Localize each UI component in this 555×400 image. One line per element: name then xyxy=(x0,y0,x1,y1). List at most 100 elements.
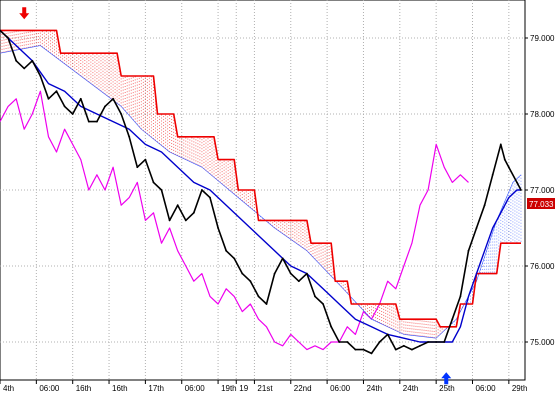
x-tick-label: 22nd xyxy=(294,384,312,393)
price-point xyxy=(322,303,324,305)
price-point xyxy=(338,341,341,343)
y-axis: 79.000 78.000 77.000 76.000 75.000 xyxy=(525,34,555,347)
chikou-line xyxy=(0,90,469,351)
price-point xyxy=(55,90,58,93)
series-layer xyxy=(0,29,522,355)
price-point xyxy=(402,344,405,347)
current-price-text: 77.033 xyxy=(529,200,554,209)
price-point xyxy=(176,204,179,207)
x-tick-label: 06:00 xyxy=(185,384,206,393)
price-point xyxy=(459,295,462,298)
price-point xyxy=(144,158,147,161)
price-point xyxy=(160,189,163,191)
x-tick-label: 06:00 xyxy=(330,384,351,393)
price-point xyxy=(378,341,381,343)
price-point xyxy=(233,257,236,260)
x-tick-label: 17th xyxy=(148,384,164,393)
price-point xyxy=(370,352,373,355)
price-point xyxy=(451,318,454,321)
price-point xyxy=(209,196,211,199)
price-point xyxy=(394,348,397,351)
price-point xyxy=(507,166,510,169)
price-point xyxy=(241,272,244,275)
price-point xyxy=(71,113,74,115)
current-price-label: 77.033 xyxy=(527,198,555,209)
ichimoku-cloud xyxy=(0,30,522,339)
x-tick-label: 29th xyxy=(512,384,528,393)
price-point xyxy=(520,189,522,191)
y-tick-label: 76.000 xyxy=(530,262,555,271)
price-point xyxy=(289,272,292,275)
price-point xyxy=(217,227,219,229)
price-point xyxy=(152,181,155,184)
price-point xyxy=(87,120,90,123)
sell-arrow-icon xyxy=(19,7,30,20)
price-point xyxy=(47,97,50,100)
price-point xyxy=(386,333,389,336)
price-point xyxy=(257,295,260,298)
price-point xyxy=(516,181,518,184)
x-tick-label: 4th xyxy=(3,384,14,393)
price-point xyxy=(475,227,478,229)
buy-arrow-icon xyxy=(441,372,452,385)
senkou_a-line xyxy=(0,45,522,339)
price-point xyxy=(297,280,300,283)
price-point xyxy=(0,29,1,32)
price-point xyxy=(491,173,494,176)
price-point xyxy=(39,75,42,77)
x-tick-label: 16th xyxy=(112,384,128,393)
senkou_b-line xyxy=(0,29,521,328)
price-point xyxy=(23,67,26,70)
x-tick-label: 19th xyxy=(221,384,237,393)
price-point xyxy=(31,59,34,62)
price-point xyxy=(314,295,316,298)
price-point xyxy=(281,257,284,260)
price-point xyxy=(443,341,446,343)
price-point xyxy=(63,105,66,108)
x-axis: 4th 06:00 16th 16th 17th 06:00 19th 19 21st 22nd 0… xyxy=(0,380,527,393)
price-point xyxy=(354,348,357,351)
x-tick-label: 21st xyxy=(257,384,273,393)
price-point xyxy=(136,166,139,169)
price-point xyxy=(503,158,506,161)
price-point xyxy=(184,219,187,222)
x-tick-label: 24th xyxy=(366,384,382,393)
price-point xyxy=(346,341,349,343)
price-point xyxy=(306,272,308,275)
price-point xyxy=(112,97,114,100)
price-point xyxy=(168,219,171,222)
price-point xyxy=(273,272,276,275)
y-tick-label: 79.000 xyxy=(530,34,555,43)
price-point xyxy=(79,97,82,100)
price-point xyxy=(499,143,502,146)
current-price-box xyxy=(527,198,555,209)
x-tick-label: 24th xyxy=(403,384,419,393)
price-point xyxy=(330,325,333,328)
price-point xyxy=(192,211,195,214)
price-point xyxy=(435,341,438,343)
price-point xyxy=(362,348,365,351)
price-point xyxy=(249,280,252,283)
price-point xyxy=(128,135,131,138)
price-point xyxy=(225,249,228,252)
y-tick-label: 78.000 xyxy=(530,110,555,119)
price-point xyxy=(427,341,429,343)
y-tick-label: 77.000 xyxy=(530,186,555,195)
x-tick-label: 06:00 xyxy=(476,384,497,393)
price-point xyxy=(201,189,203,191)
price-point xyxy=(104,105,106,108)
price-point xyxy=(483,204,486,207)
y-tick-label: 75.000 xyxy=(530,338,555,347)
price-point xyxy=(120,113,123,115)
price-point xyxy=(265,303,268,305)
price-point xyxy=(15,59,18,62)
x-tick-label: 16th xyxy=(76,384,92,393)
x-tick-label: 19 xyxy=(239,384,248,393)
markers xyxy=(19,7,452,385)
x-tick-label: 25th xyxy=(439,384,455,393)
x-tick-label: 06:00 xyxy=(39,384,60,393)
price-point xyxy=(419,344,421,347)
price-point xyxy=(411,348,413,351)
